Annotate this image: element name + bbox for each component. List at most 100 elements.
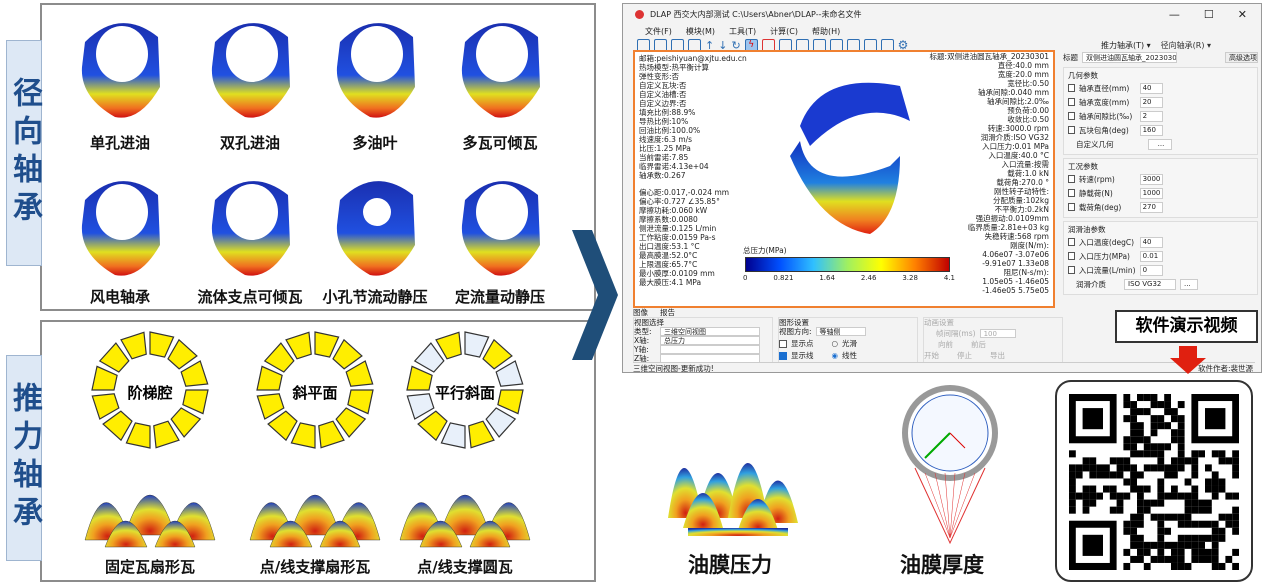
backward-radio[interactable]: 前后: [971, 340, 986, 349]
param-label: 轴承直径(mm): [1078, 83, 1130, 93]
colorbar: [745, 257, 950, 272]
thrust-bearing-label: 推力轴承: [6, 355, 42, 561]
qr-code-image[interactable]: [1069, 394, 1239, 570]
param-row: 轴承宽度(mm) 20: [1068, 95, 1253, 109]
view-info-line: 入口流量:按需: [1001, 160, 1049, 169]
param-label: 瓦块包角(deg): [1078, 125, 1129, 135]
view-info-line: 宽径比:0.50: [1007, 79, 1049, 88]
param-input[interactable]: 0: [1139, 264, 1163, 276]
view-info-line: 当前雷诺:7.85: [639, 153, 689, 162]
y-axis-select[interactable]: [660, 345, 760, 354]
custom-geometry-button[interactable]: ...: [1147, 138, 1172, 150]
menu-file[interactable]: 文件(F): [645, 26, 672, 36]
x-axis-select[interactable]: 总压力: [660, 336, 760, 345]
radial-bearing-label: 径向轴承: [6, 40, 42, 266]
export-button[interactable]: 导出: [990, 351, 1005, 360]
linear-radio[interactable]: ◉: [831, 351, 839, 360]
settings-icon[interactable]: ⚙: [897, 38, 909, 52]
param-input[interactable]: 2: [1139, 110, 1163, 122]
title-label: 标题: [1063, 52, 1078, 62]
menu-tools[interactable]: 工具(T): [729, 26, 757, 36]
radial-bearing-image: [325, 170, 425, 280]
param-checkbox[interactable]: [1068, 112, 1075, 120]
thrust-bearing-menu[interactable]: 推力轴承(T) ▾: [1100, 40, 1151, 50]
radial-bearing-caption: 小孔节流动静压: [322, 288, 428, 306]
view-direction-select[interactable]: 等轴侧: [815, 327, 866, 336]
bearing-3d-plot: [790, 82, 910, 234]
show-points-checkbox[interactable]: [779, 339, 787, 348]
view-direction-label: 视图方向:: [779, 327, 812, 336]
menu-help[interactable]: 帮助(H): [811, 26, 841, 36]
param-checkbox[interactable]: [1068, 252, 1075, 260]
tab-report[interactable]: 报告: [660, 308, 675, 317]
medium-label: 润滑介质: [1076, 279, 1106, 289]
menu-compute[interactable]: 计算(C): [770, 26, 798, 36]
param-input[interactable]: 3000: [1139, 173, 1163, 185]
medium-more-button[interactable]: ...: [1180, 278, 1198, 290]
param-checkbox[interactable]: [1068, 238, 1075, 246]
forward-radio[interactable]: 向前: [938, 340, 953, 349]
close-button[interactable]: ✕: [1237, 7, 1247, 21]
thrust-ring-label: 斜平面: [292, 384, 338, 402]
param-checkbox[interactable]: [1068, 203, 1075, 211]
colorbar-tick: 4.1: [943, 274, 955, 282]
view-info-line: 刚度(N/m):: [1010, 241, 1049, 250]
view-info-line: 收敛比:0.50: [1007, 115, 1049, 124]
thrust-pad-ring-image: [90, 330, 210, 450]
param-checkbox[interactable]: [1068, 84, 1075, 92]
title-input[interactable]: 双侧进油圆瓦轴承_20230301: [1082, 51, 1177, 63]
view-info-line: 直径:40.0 mm: [997, 61, 1049, 70]
tab-image[interactable]: 图像: [633, 308, 648, 317]
view-info-line: 邮箱:peishiyuan@xjtu.edu.cn: [639, 54, 747, 63]
param-checkbox[interactable]: [1068, 175, 1075, 183]
app-icon: [635, 9, 644, 19]
radial-bearing-caption: 多瓦可倾瓦: [462, 134, 538, 152]
advanced-options-button[interactable]: 高级选项: [1225, 51, 1258, 63]
maximize-button[interactable]: ☐: [1203, 7, 1214, 21]
view-info-line: 4.06e07 -3.07e06: [982, 250, 1049, 259]
param-input[interactable]: 40: [1139, 82, 1163, 94]
type-select[interactable]: 三维空间视图: [660, 327, 760, 336]
param-input[interactable]: 1000: [1139, 187, 1163, 199]
param-checkbox[interactable]: [1068, 98, 1075, 106]
view-info-line: 最大膜压:4.1 MPa: [639, 278, 702, 287]
medium-select[interactable]: ISO VG32: [1124, 278, 1176, 290]
start-button[interactable]: 开始: [924, 351, 939, 360]
thrust-pad-ring-image: [255, 330, 375, 450]
graph-settings-title: 图形设置: [779, 318, 809, 327]
radial-bearing-menu[interactable]: 径向轴承(R) ▾: [1160, 40, 1211, 50]
param-input[interactable]: 0.01: [1139, 250, 1163, 262]
arrow-up-icon[interactable]: ↑: [705, 38, 715, 52]
view-info-line: 偏心距:0.017,-0.024 mm: [639, 188, 730, 197]
menu-module[interactable]: 模块(M): [685, 26, 715, 36]
param-checkbox[interactable]: [1068, 266, 1075, 274]
dlap-window: DLAP 西交大内部测试 C:\Users\Abner\DLAP--未命名文件 …: [622, 3, 1262, 373]
thrust-bearing-caption: 点/线支撑圆瓦: [417, 558, 513, 576]
param-label: 入口压力(MPa): [1078, 251, 1130, 261]
arrow-down-icon[interactable]: ↓: [718, 38, 728, 52]
report-thumbnail-thickness: [845, 378, 1055, 548]
param-row: 入口压力(MPa) 0.01: [1068, 249, 1253, 263]
view-info-line: 弹性变形:否: [639, 72, 680, 81]
minimize-button[interactable]: —: [1168, 7, 1180, 21]
author-label: 软件作者:裴世源: [1197, 364, 1253, 373]
view-select-title: 视图选择: [634, 318, 664, 327]
refresh-icon[interactable]: ↻: [731, 38, 741, 52]
smooth-radio[interactable]: ○: [831, 339, 839, 348]
view-info-line: 入口温度:40.0 °C: [988, 151, 1049, 160]
param-input[interactable]: 160: [1139, 124, 1163, 136]
param-input[interactable]: 270: [1139, 201, 1163, 213]
frame-interval-input[interactable]: 100: [979, 329, 1016, 338]
view-info-line: 摩擦系数:0.0080: [639, 215, 698, 224]
3d-view-canvas[interactable]: 邮箱:peishiyuan@xjtu.edu.cn 热场模型:热平衡计算 弹性变形:…: [633, 50, 1055, 308]
param-checkbox[interactable]: [1068, 126, 1075, 134]
param-checkbox[interactable]: [1068, 189, 1075, 197]
param-label: 静载荷(N): [1078, 188, 1113, 198]
param-input[interactable]: 40: [1139, 236, 1163, 248]
show-lines-checkbox[interactable]: [779, 351, 787, 360]
param-row: 载荷角(deg) 270: [1068, 200, 1253, 214]
stop-button[interactable]: 停止: [957, 351, 972, 360]
param-input[interactable]: 20: [1139, 96, 1163, 108]
view-info-line: 最高膜温:52.0°C: [639, 251, 698, 260]
radial-bearing-caption: 定流量动静压: [454, 288, 545, 306]
